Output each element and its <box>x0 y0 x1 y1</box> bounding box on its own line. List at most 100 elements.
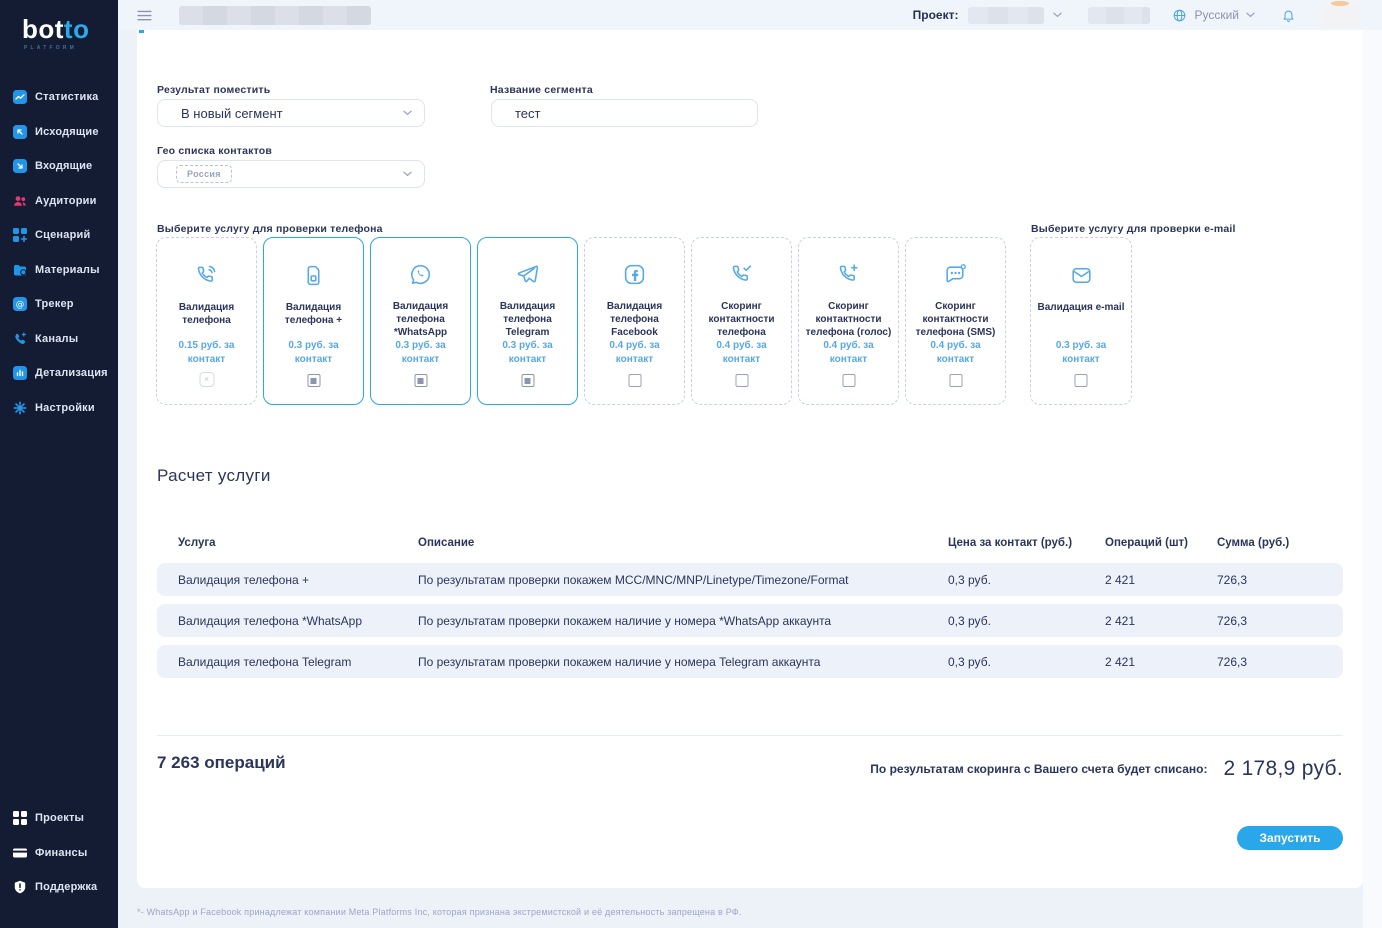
scrollbar-track[interactable] <box>1363 30 1382 928</box>
sidebar-item[interactable]: Настройки <box>0 399 118 417</box>
calculation-title: Расчет услуги <box>157 466 271 485</box>
email-services-label: Выберите услугу для проверки e-mail <box>1031 223 1236 235</box>
service-card[interactable]: Валидация телефона 0.15 руб. за контакт <box>156 237 257 405</box>
service-checkbox[interactable] <box>628 374 641 387</box>
sidebar-item[interactable]: Детализация <box>0 364 118 382</box>
result-select[interactable]: В новый сегмент <box>157 99 425 127</box>
sidebar-item[interactable]: Исходящие <box>0 123 118 141</box>
cell-price: 0,3 руб. <box>948 613 991 628</box>
sidebar-item-label: Входящие <box>35 160 93 172</box>
service-card[interactable]: Скоринг контактности телефона 0.4 руб. з… <box>691 237 792 405</box>
col-description: Описание <box>418 537 475 549</box>
bell-icon[interactable] <box>1281 8 1296 23</box>
service-card[interactable]: Скоринг контактности телефона (SMS) 0.4 … <box>905 237 1006 405</box>
botto-logo[interactable]: botto PLATFORM <box>0 0 118 51</box>
cell-service: Валидация телефона Telegram <box>178 654 352 669</box>
sidebar-item[interactable]: Проекты <box>0 809 118 827</box>
sidebar-item-label: Поддержка <box>35 881 98 893</box>
sidebar-item-label: Статистика <box>35 91 99 103</box>
geo-select[interactable]: Россия <box>157 160 425 188</box>
sidebar-item-label: Материалы <box>35 263 100 276</box>
service-card-price: 0.15 руб. за контакт <box>178 340 235 365</box>
sidebar-item-label: Детализация <box>35 367 108 379</box>
sidebar-item-label: Аудитории <box>35 194 97 207</box>
sidebar-item[interactable]: Статистика <box>0 88 118 106</box>
sidebar-item[interactable]: Поддержка <box>0 878 118 896</box>
details-icon <box>13 366 27 380</box>
col-price: Цена за контакт (руб.) <box>948 537 1073 549</box>
sidebar-bottom-nav: Проекты Финансы Поддержка <box>0 809 118 896</box>
phone-service-cards: Валидация телефона 0.15 руб. за контакт … <box>156 237 1006 405</box>
incoming-icon <box>13 159 27 173</box>
segment-name-input[interactable]: тест <box>491 99 758 127</box>
projects-icon <box>13 811 27 825</box>
service-card-title: Валидация телефона Facebook <box>606 301 663 338</box>
sidebar-item-label: Финансы <box>35 846 88 859</box>
service-card-title: Валидация телефона + <box>284 302 343 326</box>
service-card-price: 0.4 руб. за контакт <box>930 340 981 365</box>
service-card-title: Скоринг контактности телефона <box>708 301 775 338</box>
channels-icon <box>13 331 27 346</box>
col-operations: Операций (шт) <box>1105 537 1188 549</box>
service-checkbox[interactable] <box>735 374 748 387</box>
sidebar-item[interactable]: Каналы <box>0 330 118 348</box>
chevron-down-icon <box>1053 12 1063 18</box>
corner-marker <box>139 30 144 33</box>
sidebar-item[interactable]: @ Трекер <box>0 295 118 313</box>
service-checkbox[interactable] <box>1074 374 1088 387</box>
segment-name-label: Название сегмента <box>490 84 593 96</box>
sidebar-item-label: Каналы <box>35 332 79 345</box>
writeoff-amount: 2 178,9 руб. <box>1223 757 1343 780</box>
cell-operations: 2 421 <box>1105 654 1136 669</box>
globe-icon <box>1172 8 1187 23</box>
service-checkbox[interactable] <box>414 374 427 387</box>
service-card-title: Скоринг контактности телефона (голос) <box>805 301 892 338</box>
service-card-price: 0.4 руб. за контакт <box>823 340 874 365</box>
service-checkbox[interactable] <box>521 374 534 387</box>
hamburger-icon[interactable] <box>137 10 152 21</box>
sidebar-item[interactable]: Сценарий <box>0 226 118 244</box>
email-service-cards: Валидация e-mail 0.3 руб. за контакт <box>1030 237 1132 405</box>
service-card[interactable]: Валидация телефона Telegram 0.3 руб. за … <box>477 237 578 405</box>
divider <box>157 735 1343 736</box>
service-card-title: Валидация телефона *WhatsApp <box>392 301 449 338</box>
scenario-icon <box>13 228 27 242</box>
service-card[interactable]: Валидация телефона *WhatsApp 0.3 руб. за… <box>370 237 471 405</box>
phone-check-icon <box>729 262 754 287</box>
svg-text:@: @ <box>16 300 25 310</box>
service-checkbox[interactable] <box>307 374 320 387</box>
avatar[interactable] <box>1322 0 1360 28</box>
service-card[interactable]: Валидация телефона + 0.3 руб. за контакт <box>263 237 364 405</box>
service-card-price: 0.3 руб. за контакт <box>395 340 446 365</box>
sidebar-item[interactable]: Входящие <box>0 157 118 175</box>
sidebar-item[interactable]: Финансы <box>0 844 118 862</box>
service-card-price: 0.4 руб. за контакт <box>609 340 660 365</box>
cell-sum: 726,3 <box>1217 613 1248 628</box>
launch-button[interactable]: Запустить <box>1237 826 1343 850</box>
project-select[interactable] <box>968 6 1063 24</box>
phone-plus-icon <box>836 262 861 287</box>
outgoing-icon <box>13 124 27 139</box>
logo-text: botto <box>22 14 90 44</box>
cell-sum: 726,3 <box>1217 572 1248 587</box>
sim-card-icon <box>301 262 326 288</box>
service-checkbox[interactable] <box>199 372 214 387</box>
service-card[interactable]: Скоринг контактности телефона (голос) 0.… <box>798 237 899 405</box>
service-card[interactable]: Валидация телефона Facebook 0.4 руб. за … <box>584 237 685 405</box>
service-checkbox[interactable] <box>949 374 962 387</box>
geo-chip[interactable]: Россия <box>176 165 232 183</box>
sidebar-item[interactable]: Материалы <box>0 261 118 279</box>
sidebar-item-label: Настройки <box>35 401 95 414</box>
service-checkbox[interactable] <box>842 374 855 387</box>
whatsapp-icon <box>408 262 433 287</box>
cell-description: По результатам проверки покажем MCC/MNC/… <box>418 572 849 587</box>
sms-icon <box>943 262 968 287</box>
audiences-icon <box>13 194 27 208</box>
sidebar-item[interactable]: Аудитории <box>0 192 118 210</box>
language-switcher[interactable]: Русский <box>1172 8 1255 23</box>
chevron-down-icon <box>403 171 412 177</box>
service-card[interactable]: Валидация e-mail 0.3 руб. за контакт <box>1030 237 1132 405</box>
envelope-icon <box>1069 262 1094 288</box>
chevron-down-icon <box>403 110 412 116</box>
